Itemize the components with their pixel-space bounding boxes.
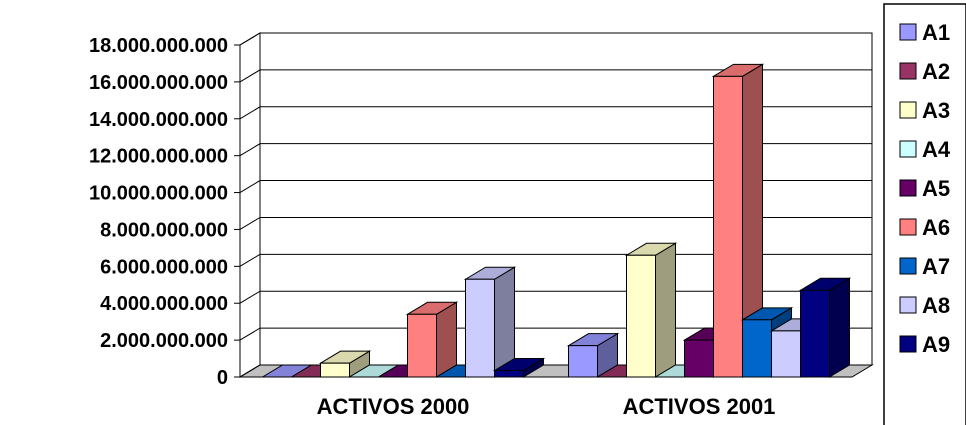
bar: [320, 362, 350, 378]
bar: [407, 313, 437, 378]
bar: [626, 254, 656, 378]
y-tick-label: 14.000.000.000: [89, 109, 228, 131]
x-category-label: ACTIVOS 2000: [317, 394, 470, 419]
legend-label: A5: [922, 176, 950, 201]
y-tick-label: 10.000.000.000: [89, 183, 228, 205]
y-tick-label: 0: [217, 367, 228, 389]
y-tick-label: 8.000.000.000: [100, 219, 228, 241]
legend-label: A7: [922, 254, 950, 279]
legend-swatch: [899, 296, 917, 314]
bar-side: [829, 277, 850, 378]
legend-label: A6: [922, 215, 950, 240]
gridline: [239, 216, 872, 230]
legend-swatch: [899, 257, 917, 275]
legend-label: A4: [922, 137, 951, 162]
legend-swatch: [899, 179, 917, 197]
legend-swatch: [899, 101, 917, 119]
legend-label: A2: [922, 59, 950, 84]
bar: [771, 330, 801, 378]
bar-side: [436, 301, 457, 378]
bar: [465, 278, 495, 378]
legend-swatch: [899, 62, 917, 80]
legend-label: A8: [922, 293, 950, 318]
bar-side: [655, 242, 676, 378]
plot-side-wall: [239, 32, 261, 378]
legend-swatch: [899, 140, 917, 158]
bar: [742, 319, 772, 378]
gridline: [239, 32, 872, 46]
gridline: [239, 69, 872, 83]
y-tick-label: 18.000.000.000: [89, 35, 228, 57]
legend-box: [883, 3, 966, 425]
legend-swatch: [899, 335, 917, 353]
y-tick-label: 4.000.000.000: [100, 293, 228, 315]
y-tick-label: 12.000.000.000: [89, 146, 228, 168]
legend-swatch: [899, 23, 917, 41]
gridline: [239, 143, 872, 157]
bar: [494, 370, 524, 378]
legend-swatch: [899, 218, 917, 236]
bar: [568, 345, 598, 378]
bar: [713, 75, 743, 378]
legend-label: A9: [922, 332, 950, 357]
gridline: [239, 180, 872, 193]
bar: [800, 289, 830, 378]
gridline: [239, 106, 872, 120]
y-tick-label: 2.000.000.000: [100, 330, 228, 352]
bar: [684, 339, 714, 378]
x-category-label: ACTIVOS 2001: [623, 394, 776, 419]
y-tick-label: 6.000.000.000: [100, 256, 228, 278]
legend-label: A1: [922, 20, 950, 45]
y-tick-label: 16.000.000.000: [89, 72, 228, 94]
legend-label: A3: [922, 98, 950, 123]
